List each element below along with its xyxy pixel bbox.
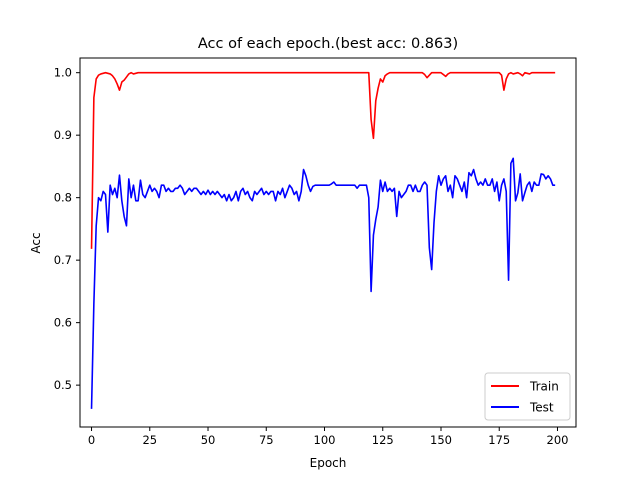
plot-lines bbox=[90, 71, 556, 409]
x-tick-label: 100 bbox=[314, 433, 336, 447]
x-tick-label: 25 bbox=[142, 433, 157, 447]
legend: Train Test bbox=[484, 372, 571, 421]
y-tick-label: 0.9 bbox=[54, 128, 72, 142]
y-tick-label: 0.6 bbox=[54, 316, 72, 330]
x-axis-label: Epoch bbox=[310, 456, 347, 470]
plot-frame bbox=[79, 57, 577, 428]
x-tick-label: 125 bbox=[372, 433, 394, 447]
legend-label-test: Test bbox=[529, 401, 554, 415]
y-tick-label: 0.7 bbox=[54, 253, 72, 267]
legend-box bbox=[484, 372, 571, 421]
y-tick-label: 1.0 bbox=[54, 66, 72, 80]
x-tick-label: 200 bbox=[547, 433, 569, 447]
y-axis-label: Acc bbox=[29, 232, 43, 253]
series-line-test bbox=[90, 157, 556, 409]
y-axis-ticks: 0.5 0.6 0.7 0.8 0.9 1.0 bbox=[54, 66, 80, 392]
x-tick-label: 175 bbox=[488, 433, 510, 447]
x-tick-label: 50 bbox=[201, 433, 216, 447]
legend-label-train: Train bbox=[529, 380, 559, 394]
y-tick-label: 0.5 bbox=[54, 378, 72, 392]
x-tick-label: 150 bbox=[430, 433, 452, 447]
series-line-train bbox=[90, 71, 556, 249]
x-tick-label: 0 bbox=[88, 433, 95, 447]
chart-title: Acc of each epoch.(best acc: 0.863) bbox=[198, 36, 458, 52]
y-tick-label: 0.8 bbox=[54, 191, 72, 205]
x-axis-ticks: 0 25 50 75 100 125 150 175 200 bbox=[88, 427, 569, 447]
x-tick-label: 75 bbox=[259, 433, 274, 447]
